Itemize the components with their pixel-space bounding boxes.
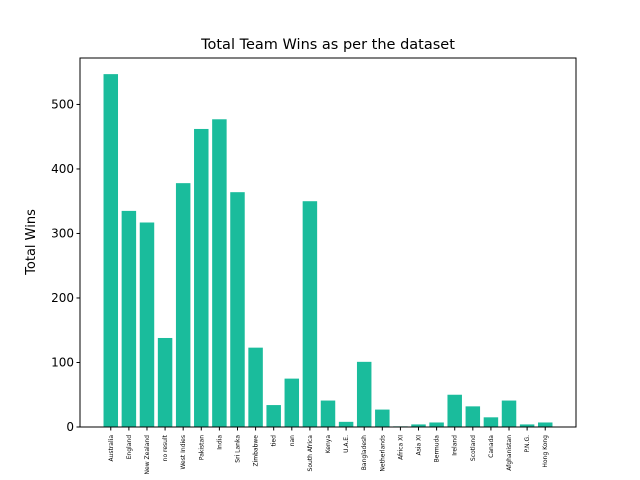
x-tick-label: Australia xyxy=(108,435,115,462)
bar-sri-lanka xyxy=(230,192,245,427)
x-tick-label: Zimbabwe xyxy=(253,435,260,467)
x-tick-label: tied xyxy=(271,435,278,447)
bar-bangladesh xyxy=(356,361,372,427)
bar-hong-kong xyxy=(537,422,553,427)
x-tick-label: India xyxy=(216,435,223,450)
bar-afghanistan xyxy=(501,400,517,427)
bars-group xyxy=(103,74,553,427)
x-tick-label: Kenya xyxy=(325,435,332,454)
y-axis-label: Total Wins xyxy=(24,209,39,276)
y-tick-label: 200 xyxy=(51,291,74,305)
x-tick-label: Bermuda xyxy=(434,435,441,463)
y-axis-ticks: 0 100 200 300 400 500 xyxy=(51,97,80,434)
bar-australia xyxy=(103,74,119,427)
x-tick-label: Asia XI xyxy=(416,435,423,456)
x-tick-label: West Indies xyxy=(180,435,187,470)
chart-title: Total Team Wins as per the dataset xyxy=(200,37,455,53)
bar-west-indies xyxy=(175,183,191,427)
bar-south-africa xyxy=(302,201,318,427)
x-tick-label: Canada xyxy=(488,435,495,458)
x-tick-label: Ireland xyxy=(452,435,459,456)
x-tick-label: Africa XI xyxy=(397,435,404,460)
bar-kenya xyxy=(320,400,336,427)
bar-scotland xyxy=(465,406,481,427)
bar-u-a-e- xyxy=(338,421,354,427)
bar-ireland xyxy=(447,394,462,427)
bar-india xyxy=(212,119,227,427)
x-tick-label: Sri Lanka xyxy=(234,435,241,463)
x-tick-label: nan xyxy=(289,435,296,446)
x-tick-label: Afghanistan xyxy=(506,435,513,471)
bar-asia-xi xyxy=(411,424,426,427)
bar-pakistan xyxy=(194,128,209,427)
x-tick-label: U.A.E. xyxy=(343,435,350,453)
y-tick-label: 100 xyxy=(51,355,74,369)
plot-frame xyxy=(79,57,577,428)
bar-tied xyxy=(266,405,281,427)
x-tick-label: P.N.G. xyxy=(524,435,531,453)
bar-new-zealand xyxy=(139,222,155,427)
bar-canada xyxy=(483,417,499,427)
y-tick-label: 0 xyxy=(66,420,74,434)
x-tick-label: New Zealand xyxy=(144,435,151,475)
x-tick-label: South Africa xyxy=(307,435,314,472)
x-tick-label: Hong Kong xyxy=(542,435,549,468)
x-tick-label: Bangladesh xyxy=(361,435,368,470)
bar-zimbabwe xyxy=(248,347,263,427)
x-tick-label: no result xyxy=(162,434,169,461)
y-tick-label: 400 xyxy=(51,162,74,176)
x-axis-ticks: Australia England New Zealand no result West… xyxy=(108,427,549,474)
x-tick-label: Scotland xyxy=(470,435,477,461)
x-tick-label: Netherlands xyxy=(379,435,386,472)
bar-no-result xyxy=(157,337,173,427)
bar-england xyxy=(121,210,137,427)
bar-nan xyxy=(284,378,300,427)
bar-netherlands xyxy=(375,409,390,427)
y-tick-label: 300 xyxy=(51,226,74,240)
bar-bermuda xyxy=(429,422,444,427)
x-tick-label: Pakistan xyxy=(198,435,205,460)
y-tick-label: 500 xyxy=(51,97,74,111)
x-tick-label: England xyxy=(126,435,133,460)
bar-p-n-g- xyxy=(519,424,535,427)
